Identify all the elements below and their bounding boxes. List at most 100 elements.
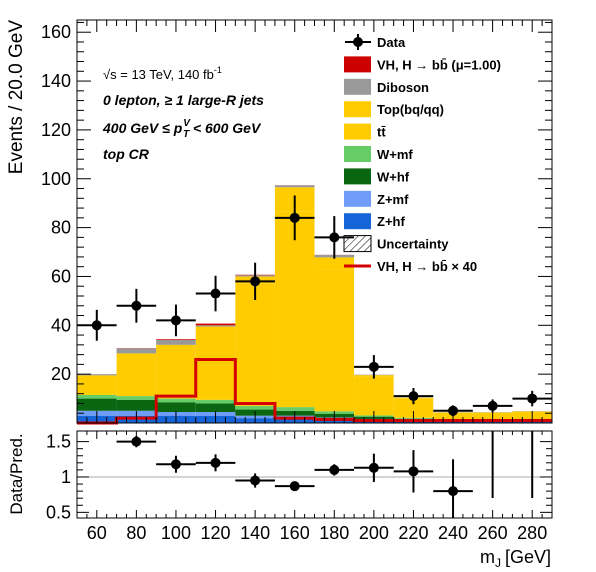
legend-swatch bbox=[344, 78, 371, 95]
ratio-point-7 bbox=[368, 462, 379, 473]
signal-x40-line bbox=[77, 357, 552, 425]
x-tick-label: 200 bbox=[359, 523, 389, 543]
ratio-point-6 bbox=[329, 464, 340, 475]
x-tick-label: 100 bbox=[161, 523, 191, 543]
legend-swatch bbox=[344, 168, 371, 185]
x-tick-label: 260 bbox=[478, 523, 508, 543]
main-y-tick-label: 20 bbox=[51, 364, 71, 384]
stack-bar-3-bin-4 bbox=[235, 405, 275, 410]
data-point-5 bbox=[289, 212, 300, 223]
x-tick-label: 180 bbox=[319, 523, 349, 543]
ratio-point-3 bbox=[210, 457, 221, 468]
legend-label: Z+mf bbox=[377, 192, 409, 207]
stack-bar-4-bin-1 bbox=[116, 353, 157, 397]
legend-swatch bbox=[344, 123, 371, 140]
stack-bar-6-bin-3 bbox=[195, 325, 236, 327]
legend-label: W+hf bbox=[377, 169, 410, 184]
legend-swatch bbox=[344, 213, 371, 230]
stack-bar-3-bin-3 bbox=[195, 399, 236, 404]
data-point-1 bbox=[131, 300, 142, 311]
stack-bar-3-bin-5 bbox=[274, 407, 315, 411]
stack-bar-6-bin-0 bbox=[77, 374, 117, 376]
stack-bar-4-bin-2 bbox=[156, 344, 196, 399]
x-tick-label: 60 bbox=[87, 523, 107, 543]
x-tick-label: 220 bbox=[398, 523, 428, 543]
data-point-8 bbox=[408, 391, 419, 402]
data-point-7 bbox=[368, 361, 379, 372]
stack-bar-4-bin-7 bbox=[354, 376, 394, 416]
stack-bar-4-bin-3 bbox=[195, 326, 236, 400]
stack-bar-2-bin-2 bbox=[156, 402, 196, 413]
stack-bar-3-bin-2 bbox=[156, 398, 196, 403]
main-y-axis: 20 40 60 80 100 120 140 160 bbox=[41, 21, 552, 414]
ratio-point-4 bbox=[250, 475, 261, 486]
data-points bbox=[77, 195, 552, 417]
x-tick-label: 80 bbox=[126, 523, 146, 543]
ratio-point-9 bbox=[448, 486, 459, 497]
stack-bar-4-bin-8 bbox=[393, 398, 434, 418]
legend-label: Data bbox=[377, 35, 406, 50]
ratio-point-1 bbox=[131, 436, 142, 447]
legend-swatch bbox=[344, 146, 371, 162]
legend-label: VH, H → bb̄ × 40 bbox=[377, 259, 477, 274]
ratio-plot-frame bbox=[76, 430, 553, 519]
x-tick-label: 140 bbox=[240, 523, 270, 543]
legend-label: W+mf bbox=[377, 147, 413, 162]
legend-label: Uncertainty bbox=[377, 237, 449, 252]
legend-marker bbox=[353, 37, 363, 47]
ratio-y-axis: 0.5 1 1.5 bbox=[46, 432, 552, 522]
stack-bars bbox=[77, 185, 552, 423]
main-y-tick-label: 40 bbox=[51, 315, 71, 335]
stack-bar-5-bin-6 bbox=[314, 257, 355, 270]
data-point-6 bbox=[329, 232, 340, 243]
annotation-energy: √s = 13 TeV, 140 fb-1 bbox=[103, 65, 222, 82]
stack-bar-2-bin-3 bbox=[195, 403, 236, 413]
ratio-y-tick-label: 1.5 bbox=[46, 432, 71, 452]
annotation-ptv-range: 400 GeV ≤ pV T < 600 GeV bbox=[102, 118, 262, 140]
data-point-0 bbox=[91, 320, 102, 331]
main-y-tick-label: 160 bbox=[41, 22, 71, 42]
main-y-tick-label: 100 bbox=[41, 169, 71, 189]
stack-bar-6-bin-2 bbox=[156, 339, 196, 345]
x-tick-label: 240 bbox=[438, 523, 468, 543]
x-tick-label: 160 bbox=[280, 523, 310, 543]
annotation-selection: 0 lepton, ≥ 1 large-R jets bbox=[103, 92, 264, 108]
x-axis: 60 80 100 120 140 160 180 200 220 240 260 280 bbox=[86, 20, 547, 543]
data-point-9 bbox=[448, 405, 459, 416]
main-y-tick-label: 60 bbox=[51, 266, 71, 286]
legend-label: VH, H → bb̄ (μ=1.00) bbox=[377, 57, 501, 72]
stack-bar-4-bin-4 bbox=[235, 283, 275, 406]
ratio-point-8 bbox=[408, 466, 419, 477]
stack-bar-4-bin-0 bbox=[77, 375, 117, 395]
legend-label: tt̄ bbox=[377, 125, 386, 140]
ratio-point-2 bbox=[170, 459, 181, 470]
legend-swatch bbox=[344, 56, 371, 73]
annotation-region: top CR bbox=[103, 146, 150, 162]
stack-bar-2-bin-1 bbox=[116, 399, 157, 411]
x-axis-label: mJ [GeV] bbox=[480, 547, 551, 570]
x-tick-label: 120 bbox=[201, 523, 231, 543]
main-y-axis-label: Events / 20.0 GeV bbox=[6, 20, 27, 175]
stack-bar-7-bin-2 bbox=[156, 339, 196, 340]
legend-swatch bbox=[344, 101, 371, 118]
stack-bar-2-bin-0 bbox=[77, 398, 117, 411]
annotation-text: √s = 13 TeV, 140 fb-1 0 lepton, ≥ 1 larg… bbox=[102, 65, 264, 162]
stack-bar-6-bin-1 bbox=[116, 348, 157, 354]
legend-swatch-hatch bbox=[343, 235, 372, 253]
data-point-2 bbox=[170, 315, 181, 326]
signal-x40-path bbox=[77, 357, 552, 425]
stack-bar-4-bin-5 bbox=[274, 211, 315, 408]
ratio-y-tick-label: 1 bbox=[61, 467, 71, 487]
ratio-point-5 bbox=[289, 481, 300, 492]
ratio-points bbox=[116, 431, 534, 518]
main-y-tick-label: 120 bbox=[41, 120, 71, 140]
legend: Data VH, H → bb̄ (μ=1.00) Diboson Top(bq/qq… bbox=[343, 34, 501, 274]
data-point-3 bbox=[210, 288, 221, 299]
stack-bar-3-bin-0 bbox=[77, 394, 117, 399]
data-point-10 bbox=[487, 400, 498, 411]
ratio-y-axis-label: Data/Pred. bbox=[7, 433, 26, 514]
data-point-4 bbox=[250, 276, 261, 287]
legend-label: Top(bq/qq) bbox=[377, 102, 444, 117]
ratio-panel: 0.5 1 1.5 60 80 100 120 140 160 180 200 220 240 260 2… bbox=[7, 20, 553, 570]
